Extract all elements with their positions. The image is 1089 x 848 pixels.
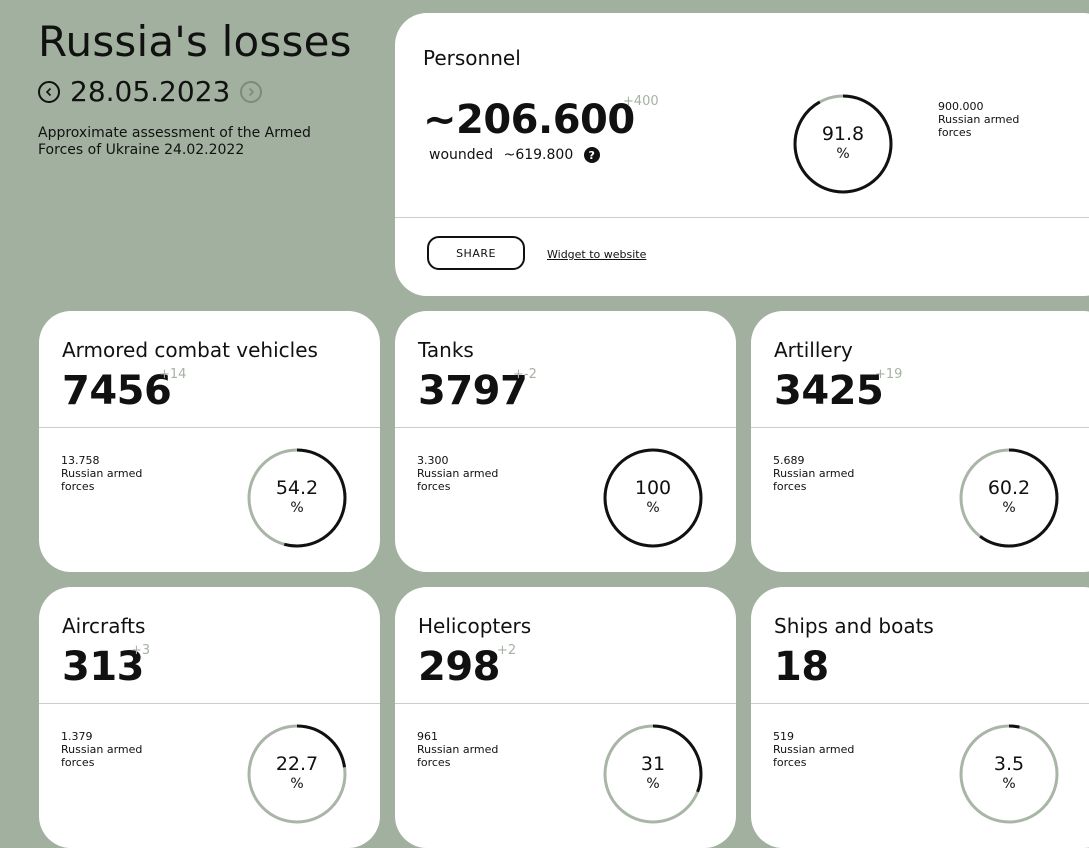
card-delta: +2 <box>497 643 517 658</box>
date-navigator: 28.05.2023 <box>38 76 378 108</box>
ring-percent-sign: % <box>1002 500 1016 516</box>
card-value: 3797 <box>418 368 528 414</box>
card-value: ~206.600 <box>423 97 635 143</box>
stat-card: Armored combat vehicles 7456 +14 13.758 … <box>39 311 380 572</box>
stat-card-top: Ships and boats 18 <box>751 587 1089 704</box>
personnel-card: Personnel ~206.600 +400 wounded ~619.800… <box>395 13 1089 296</box>
wounded-label: wounded <box>429 147 494 163</box>
card-title: Helicopters <box>418 614 532 638</box>
card-title: Tanks <box>418 338 474 362</box>
total-value: 13.758 <box>61 454 100 467</box>
current-date: 28.05.2023 <box>70 75 231 108</box>
stat-card-top: Tanks 3797 +-2 <box>395 311 736 428</box>
percent-ring: 100 % <box>603 448 703 548</box>
total-label: Russian armed forces <box>417 467 499 493</box>
ring-percent-value: 100 <box>634 477 672 499</box>
stat-card: Helicopters 298 +2 961 Russian armed for… <box>395 587 736 848</box>
stat-card-top: Aircrafts 313 +3 <box>39 587 380 704</box>
ring-percent-sign: % <box>836 146 850 162</box>
card-delta: +-2 <box>513 367 537 382</box>
total-label: Russian armed forces <box>61 743 143 769</box>
ring-percent-value: 31 <box>640 753 666 775</box>
card-title: Ships and boats <box>774 614 934 638</box>
ring-percent-value: 3.5 <box>993 753 1025 775</box>
stat-card-top: Artillery 3425 +19 <box>751 311 1089 428</box>
ring-progress <box>603 448 703 548</box>
card-title: Personnel <box>423 46 521 70</box>
card-value: 313 <box>62 644 145 690</box>
total-label: Russian armed forces <box>773 467 855 493</box>
percent-ring: 3.5 % <box>959 724 1059 824</box>
chevron-right-icon[interactable] <box>240 81 263 103</box>
total-forces: 13.758 Russian armed forces <box>61 454 171 493</box>
ring-percent-value: 60.2 <box>987 477 1031 499</box>
card-title: Artillery <box>774 338 853 362</box>
ring-progress <box>247 448 347 548</box>
total-value: 3.300 <box>417 454 449 467</box>
total-forces: 961 Russian armed forces <box>417 730 527 769</box>
stat-card: Artillery 3425 +19 5.689 Russian armed f… <box>751 311 1089 572</box>
total-forces: 3.300 Russian armed forces <box>417 454 527 493</box>
page-subtitle: Approximate assessment of the Armed Forc… <box>38 125 311 158</box>
ring-percent-value: 22.7 <box>275 753 319 775</box>
wounded-value: ~619.800 <box>503 147 574 163</box>
stat-card: Ships and boats 18 519 Russian armed for… <box>751 587 1089 848</box>
share-button[interactable]: SHARE <box>427 236 525 270</box>
ring-progress <box>247 724 347 824</box>
total-forces: 900.000 Russian armed forces <box>938 100 1038 139</box>
stat-card: Tanks 3797 +-2 3.300 Russian armed force… <box>395 311 736 572</box>
ring-progress <box>793 94 893 194</box>
ring-progress <box>603 724 703 824</box>
card-delta: +14 <box>159 367 187 382</box>
total-forces: 1.379 Russian armed forces <box>61 730 171 769</box>
card-delta: +400 <box>623 94 659 109</box>
percent-ring: 22.7 % <box>247 724 347 824</box>
chevron-left-icon[interactable] <box>38 81 60 103</box>
total-label: Russian armed forces <box>417 743 499 769</box>
percent-ring: 31 % <box>603 724 703 824</box>
ring-percent-value: 54.2 <box>275 477 319 499</box>
total-label: Russian armed forces <box>61 467 143 493</box>
percent-ring: 91.8 % <box>793 94 893 194</box>
ring-progress <box>959 724 1059 824</box>
percent-ring: 60.2 % <box>959 448 1059 548</box>
wounded-row: wounded ~619.800 ? <box>429 147 600 163</box>
stat-card-top: Helicopters 298 +2 <box>395 587 736 704</box>
ring-percent-value: 91.8 <box>821 123 865 145</box>
total-label: Russian armed forces <box>938 113 1020 139</box>
percent-ring: 54.2 % <box>247 448 347 548</box>
total-value: 5.689 <box>773 454 805 467</box>
card-value: 18 <box>774 644 829 690</box>
page-title: Russia's losses <box>38 17 352 66</box>
ring-percent-sign: % <box>646 500 660 516</box>
widget-to-website-link[interactable]: Widget to website <box>547 248 647 261</box>
ring-percent-sign: % <box>290 500 304 516</box>
question-icon[interactable]: ? <box>583 147 600 163</box>
total-value: 961 <box>417 730 438 743</box>
total-value: 900.000 <box>938 100 984 113</box>
card-delta: +19 <box>875 367 903 382</box>
personnel-card-actions: SHARE Widget to website <box>395 218 1089 296</box>
card-title: Armored combat vehicles <box>62 338 318 362</box>
ring-percent-sign: % <box>290 776 304 792</box>
total-value: 1.379 <box>61 730 93 743</box>
stat-card: Aircrafts 313 +3 1.379 Russian armed for… <box>39 587 380 848</box>
card-value: 298 <box>418 644 501 690</box>
ring-progress <box>959 448 1059 548</box>
stat-card-top: Armored combat vehicles 7456 +14 <box>39 311 380 428</box>
page-header: Russia's losses 28.05.2023 Approximate a… <box>38 18 378 159</box>
personnel-card-top: Personnel ~206.600 +400 wounded ~619.800… <box>395 13 1089 218</box>
total-forces: 5.689 Russian armed forces <box>773 454 883 493</box>
card-delta: +3 <box>131 643 151 658</box>
card-value: 3425 <box>774 368 884 414</box>
total-label: Russian armed forces <box>773 743 855 769</box>
ring-percent-sign: % <box>1002 776 1016 792</box>
card-title: Aircrafts <box>62 614 146 638</box>
ring-percent-sign: % <box>646 776 660 792</box>
total-forces: 519 Russian armed forces <box>773 730 883 769</box>
total-value: 519 <box>773 730 794 743</box>
card-value: 7456 <box>62 368 172 414</box>
